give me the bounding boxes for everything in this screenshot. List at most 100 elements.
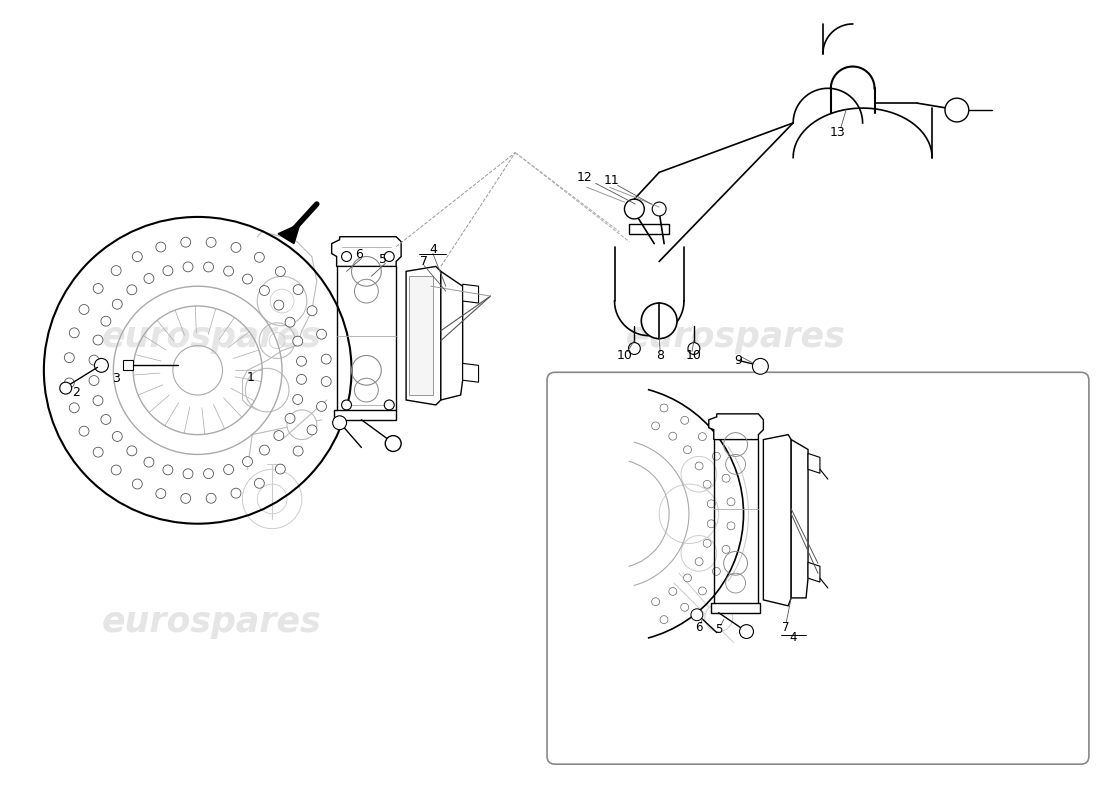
Circle shape xyxy=(342,400,352,410)
Circle shape xyxy=(660,404,668,412)
Text: 12: 12 xyxy=(576,171,593,184)
FancyBboxPatch shape xyxy=(547,372,1089,764)
Circle shape xyxy=(275,464,285,474)
Circle shape xyxy=(79,426,89,436)
Circle shape xyxy=(156,489,166,498)
Circle shape xyxy=(385,436,402,451)
Circle shape xyxy=(683,574,692,582)
Text: 13: 13 xyxy=(829,126,846,139)
Circle shape xyxy=(254,252,264,262)
Circle shape xyxy=(183,262,192,272)
Circle shape xyxy=(652,202,667,216)
Circle shape xyxy=(294,446,304,456)
Circle shape xyxy=(739,625,754,638)
Circle shape xyxy=(695,558,703,566)
Text: 7: 7 xyxy=(782,621,790,634)
Circle shape xyxy=(625,199,645,219)
Circle shape xyxy=(628,342,640,354)
Circle shape xyxy=(64,353,75,362)
Circle shape xyxy=(727,522,735,530)
Polygon shape xyxy=(463,284,478,303)
Circle shape xyxy=(317,402,327,411)
Circle shape xyxy=(688,342,700,354)
Circle shape xyxy=(945,98,969,122)
Circle shape xyxy=(384,251,394,262)
Circle shape xyxy=(285,414,295,423)
Circle shape xyxy=(285,318,295,327)
Circle shape xyxy=(698,433,706,441)
Text: eurospares: eurospares xyxy=(626,320,846,354)
Circle shape xyxy=(641,303,676,338)
Circle shape xyxy=(293,336,303,346)
Text: 6: 6 xyxy=(695,621,703,634)
Circle shape xyxy=(698,587,706,595)
Text: 5: 5 xyxy=(715,623,723,636)
Circle shape xyxy=(79,305,89,314)
Circle shape xyxy=(180,238,190,247)
Circle shape xyxy=(727,498,735,506)
Text: 4: 4 xyxy=(790,631,796,644)
Circle shape xyxy=(695,462,703,470)
Circle shape xyxy=(669,587,676,595)
Circle shape xyxy=(384,400,394,410)
Text: 9: 9 xyxy=(735,354,743,367)
Circle shape xyxy=(703,480,711,488)
Polygon shape xyxy=(441,271,463,400)
Circle shape xyxy=(293,394,303,405)
Circle shape xyxy=(132,252,142,262)
Circle shape xyxy=(69,328,79,338)
Text: 4: 4 xyxy=(429,243,437,256)
Text: 8: 8 xyxy=(657,349,664,362)
Polygon shape xyxy=(808,562,820,582)
Circle shape xyxy=(683,446,692,454)
Polygon shape xyxy=(791,439,808,598)
Circle shape xyxy=(287,410,317,439)
Text: 6: 6 xyxy=(355,248,363,261)
Circle shape xyxy=(705,604,733,631)
Circle shape xyxy=(156,242,166,252)
Text: 5: 5 xyxy=(379,253,387,266)
Polygon shape xyxy=(123,361,133,370)
Circle shape xyxy=(242,457,253,466)
Circle shape xyxy=(59,382,72,394)
Circle shape xyxy=(95,358,109,372)
Polygon shape xyxy=(332,237,402,266)
Circle shape xyxy=(132,479,142,489)
Circle shape xyxy=(163,266,173,276)
Circle shape xyxy=(691,609,703,621)
Text: 7: 7 xyxy=(420,255,428,268)
Circle shape xyxy=(126,285,136,294)
Text: eurospares: eurospares xyxy=(626,605,846,638)
Circle shape xyxy=(89,375,99,386)
Circle shape xyxy=(681,416,689,424)
Circle shape xyxy=(180,494,190,503)
Circle shape xyxy=(254,478,264,488)
Polygon shape xyxy=(463,363,478,382)
Circle shape xyxy=(69,403,79,413)
Circle shape xyxy=(274,300,284,310)
Circle shape xyxy=(297,356,307,366)
Circle shape xyxy=(707,500,715,508)
Text: 3: 3 xyxy=(112,372,120,385)
Circle shape xyxy=(294,285,304,294)
Circle shape xyxy=(101,414,111,425)
Circle shape xyxy=(231,242,241,253)
Circle shape xyxy=(713,567,721,575)
Circle shape xyxy=(126,446,136,456)
Circle shape xyxy=(183,469,192,478)
Circle shape xyxy=(204,262,213,272)
Circle shape xyxy=(223,465,233,474)
Circle shape xyxy=(112,431,122,442)
Circle shape xyxy=(206,494,216,503)
Circle shape xyxy=(94,335,103,345)
Circle shape xyxy=(703,539,711,547)
Text: 10: 10 xyxy=(616,349,632,362)
Circle shape xyxy=(64,378,75,388)
Circle shape xyxy=(111,266,121,275)
Circle shape xyxy=(275,266,285,277)
Text: 11: 11 xyxy=(604,174,619,187)
Circle shape xyxy=(722,474,730,482)
Text: 1: 1 xyxy=(246,370,254,384)
Circle shape xyxy=(111,465,121,475)
Circle shape xyxy=(660,616,668,623)
